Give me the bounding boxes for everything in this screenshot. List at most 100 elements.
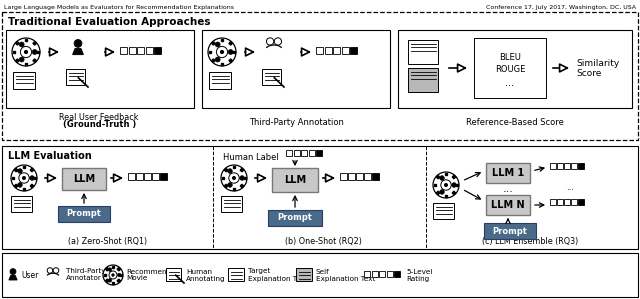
Bar xyxy=(333,47,340,54)
Bar xyxy=(578,163,584,169)
Bar xyxy=(117,279,120,283)
Bar xyxy=(33,59,36,62)
Circle shape xyxy=(117,273,121,277)
Circle shape xyxy=(18,169,22,173)
Text: (c) LLM Ensemble (RQ3): (c) LLM Ensemble (RQ3) xyxy=(482,237,578,246)
Bar xyxy=(557,199,563,205)
Bar xyxy=(564,163,570,169)
Bar xyxy=(112,266,114,268)
Bar xyxy=(2,146,638,249)
Circle shape xyxy=(19,173,29,183)
Circle shape xyxy=(12,38,40,66)
Circle shape xyxy=(53,268,59,273)
Text: Recommended
Movie: Recommended Movie xyxy=(126,269,180,281)
Bar xyxy=(13,72,35,89)
Bar xyxy=(30,184,34,187)
Polygon shape xyxy=(9,275,17,280)
Bar xyxy=(136,173,143,180)
Text: (b) One-Shot (RQ2): (b) One-Shot (RQ2) xyxy=(285,237,362,246)
Text: LLM 1: LLM 1 xyxy=(492,168,524,178)
Bar xyxy=(225,184,228,187)
Bar xyxy=(316,47,323,54)
Bar xyxy=(25,63,28,65)
Text: LLM Evaluation: LLM Evaluation xyxy=(8,151,92,161)
Circle shape xyxy=(208,38,236,66)
Bar xyxy=(296,268,312,281)
Circle shape xyxy=(11,165,37,191)
Text: Target
Explanation Text: Target Explanation Text xyxy=(248,269,307,281)
Bar xyxy=(66,69,85,85)
Bar xyxy=(316,150,322,156)
Circle shape xyxy=(275,38,282,45)
Bar xyxy=(120,274,122,276)
Bar xyxy=(394,271,400,277)
Bar xyxy=(23,166,25,168)
Text: ROUGE: ROUGE xyxy=(495,65,525,74)
Bar xyxy=(166,268,181,281)
Circle shape xyxy=(19,57,24,62)
Bar xyxy=(15,59,19,62)
Bar xyxy=(2,253,638,297)
Circle shape xyxy=(228,169,232,173)
Bar xyxy=(434,184,436,186)
Text: Conference 17, July 2017, Washington, DC, USA: Conference 17, July 2017, Washington, DC… xyxy=(486,5,636,10)
Circle shape xyxy=(108,279,112,282)
Bar xyxy=(301,150,307,156)
Bar xyxy=(436,191,440,195)
Bar xyxy=(145,47,152,54)
Bar xyxy=(571,163,577,169)
Circle shape xyxy=(10,269,16,274)
Circle shape xyxy=(29,176,35,180)
Bar xyxy=(129,47,136,54)
Bar xyxy=(225,168,228,172)
Circle shape xyxy=(433,172,459,198)
Bar xyxy=(286,150,292,156)
Bar xyxy=(240,184,244,187)
Bar xyxy=(372,173,378,180)
Circle shape xyxy=(228,183,232,187)
Bar xyxy=(244,177,246,179)
Circle shape xyxy=(229,173,239,183)
Bar xyxy=(484,223,536,239)
Text: LLM: LLM xyxy=(284,175,306,185)
Bar xyxy=(474,38,546,98)
Circle shape xyxy=(440,190,444,194)
Text: Traditional Evaluation Approaches: Traditional Evaluation Approaches xyxy=(8,17,211,27)
Bar xyxy=(209,51,211,53)
Bar xyxy=(387,271,392,277)
Text: BLEU: BLEU xyxy=(499,54,521,62)
Circle shape xyxy=(216,46,228,58)
Text: ...: ... xyxy=(506,78,515,88)
Bar xyxy=(268,210,322,226)
Circle shape xyxy=(441,180,451,190)
Circle shape xyxy=(20,46,31,58)
Bar xyxy=(324,47,332,54)
Bar xyxy=(25,39,27,41)
Bar xyxy=(106,279,109,283)
Text: Prompt: Prompt xyxy=(493,227,527,236)
Text: ...: ... xyxy=(502,184,513,194)
Text: Large Language Models as Evaluators for Recommendation Explanations: Large Language Models as Evaluators for … xyxy=(4,5,234,10)
Circle shape xyxy=(109,271,117,279)
Circle shape xyxy=(221,51,223,54)
Bar xyxy=(112,282,114,284)
Polygon shape xyxy=(72,49,83,55)
Text: Prompt: Prompt xyxy=(67,210,101,219)
Circle shape xyxy=(19,42,24,47)
Bar xyxy=(408,40,438,64)
Circle shape xyxy=(22,177,26,179)
Bar xyxy=(340,173,346,180)
Bar xyxy=(342,47,349,54)
Circle shape xyxy=(24,51,28,54)
Bar xyxy=(11,196,32,212)
Circle shape xyxy=(47,268,53,273)
Circle shape xyxy=(74,39,82,47)
Text: User: User xyxy=(21,271,38,280)
Text: 5-Level
Rating: 5-Level Rating xyxy=(406,269,433,281)
Bar xyxy=(13,51,15,53)
Bar xyxy=(486,163,530,183)
Bar xyxy=(137,47,144,54)
Bar xyxy=(550,199,556,205)
Bar xyxy=(58,206,110,222)
Bar xyxy=(272,168,318,192)
